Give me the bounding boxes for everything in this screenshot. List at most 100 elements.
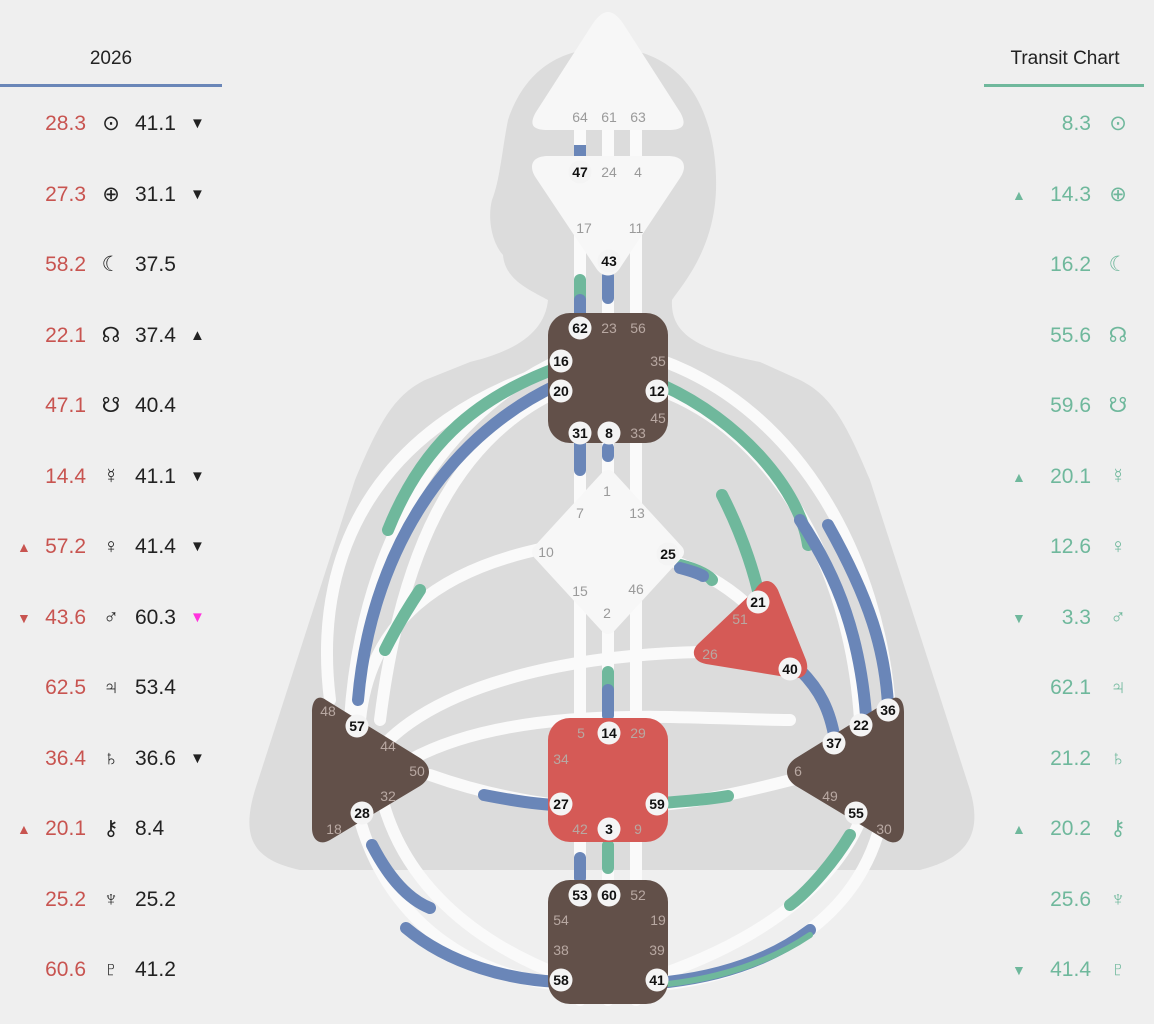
gate-marker [778, 657, 802, 681]
gate-number: 8 [605, 425, 613, 441]
gate-marker [597, 817, 621, 841]
gate-59: 59 [645, 792, 669, 816]
neptune-icon: ♆ [103, 887, 119, 911]
gate-marker [345, 714, 369, 738]
gate-marker [844, 801, 868, 825]
transit-gate-value: 8.3 [1061, 112, 1091, 135]
saturn-icon: ♄ [103, 746, 119, 770]
gate-marker [597, 249, 621, 273]
gate-37: 37 [822, 731, 846, 755]
gate-number: 40 [782, 661, 798, 677]
spleen-center [312, 697, 429, 843]
gate-3: 3 [597, 817, 621, 841]
gate-number: 25 [660, 546, 676, 562]
gate-30: 30 [876, 821, 892, 837]
gate-17: 17 [576, 220, 592, 236]
chiron-icon: ⚷ [1110, 817, 1126, 840]
ajna-center [532, 156, 684, 276]
gate-56: 56 [630, 320, 646, 336]
gate-marker [876, 698, 900, 722]
gate-11: 11 [629, 220, 644, 236]
head-center [532, 12, 684, 130]
gate-number: 61 [601, 109, 617, 125]
gate-2: 2 [603, 605, 611, 621]
design-row: 47.1 ☋ 40.4 [0, 389, 222, 423]
transit-row: ▲ 20.2 ⚷ [984, 812, 1149, 846]
gate-53: 53 [568, 883, 592, 907]
gate-number: 28 [354, 805, 370, 821]
gate-27: 27 [549, 792, 573, 816]
jupiter-icon: ♃ [1110, 676, 1126, 699]
personality-gate-value: 40.4 [135, 394, 176, 417]
design-row: ▲ 20.1 ⚷ 8.4 [0, 812, 222, 846]
gate-marker [645, 968, 669, 992]
pluto-icon: ♇ [1110, 958, 1126, 981]
gate-number: 62 [572, 320, 588, 336]
neptune-icon: ♆ [1110, 887, 1126, 911]
gate-number: 60 [601, 887, 617, 903]
transit-gate-value: 21.2 [1050, 746, 1091, 770]
gate-33: 33 [630, 425, 646, 441]
gate-25: 25 [656, 542, 680, 566]
gate-18: 18 [326, 821, 342, 837]
transit-gate-value: 3.3 [1061, 605, 1091, 629]
gate-34: 34 [553, 751, 569, 767]
gate-number: 24 [601, 164, 617, 180]
design-column-title: 2026 [89, 48, 133, 69]
gate-number: 46 [628, 581, 644, 597]
transit-row: ▼ 41.4 ♇ [984, 953, 1149, 987]
transit-change-marker: ▼ [1012, 962, 1026, 978]
north-node-icon: ☊ [101, 323, 121, 347]
transit-row: 59.6 ☋ [984, 389, 1149, 423]
gate-number: 4 [634, 164, 642, 180]
design-gate-value: 58.2 [45, 253, 86, 276]
personality-arrow-icon: ▼ [190, 538, 205, 555]
transit-row: 62.1 ♃ [984, 671, 1149, 705]
earth-icon: ⊕ [1109, 182, 1127, 206]
gate-35: 35 [650, 353, 666, 369]
gate-number: 32 [380, 788, 396, 804]
gate-number: 47 [572, 164, 588, 180]
gate-marker [350, 801, 374, 825]
design-change-marker: ▲ [17, 821, 31, 837]
gate-marker [568, 160, 592, 184]
personality-gate-value: 37.4 [135, 323, 176, 347]
transit-row: 16.2 ☾ [984, 248, 1149, 282]
gate-number: 55 [848, 805, 864, 821]
transit-gate-value: 16.2 [1050, 253, 1091, 276]
personality-arrow-icon: ▼ [190, 115, 205, 132]
design-row: 27.3 ⊕ 31.1 ▼ [0, 178, 222, 212]
gate-61: 61 [601, 109, 617, 125]
moon-icon: ☾ [101, 253, 121, 276]
gate-39: 39 [649, 942, 665, 958]
gate-22: 22 [849, 713, 873, 737]
personality-gate-value: 37.5 [135, 253, 176, 276]
gate-49: 49 [822, 788, 838, 804]
personality-arrow-icon: ▼ [190, 467, 205, 485]
gate-62: 62 [568, 316, 592, 340]
gate-28: 28 [350, 801, 374, 825]
transit-row: ▼ 3.3 ♂ [984, 601, 1149, 635]
transit-change-marker: ▼ [1012, 609, 1026, 626]
gate-number: 10 [538, 544, 554, 560]
gate-marker [549, 968, 573, 992]
personality-gate-value: 8.4 [135, 817, 165, 840]
gate-number: 34 [553, 751, 569, 767]
gate-36: 36 [876, 698, 900, 722]
gate-13: 13 [629, 505, 645, 521]
design-row: 58.2 ☾ 37.5 [0, 248, 222, 282]
root-center [548, 880, 668, 1004]
gate-38: 38 [553, 942, 569, 958]
design-row: 22.1 ☊ 37.4 ▲ [0, 319, 222, 353]
gate-number: 49 [822, 788, 838, 804]
gate-41: 41 [645, 968, 669, 992]
gate-58: 58 [549, 968, 573, 992]
gate-number: 21 [750, 594, 766, 610]
transit-change-marker: ▲ [1012, 186, 1026, 203]
personality-gate-value: 25.2 [135, 887, 176, 911]
personality-arrow-icon: ▼ [190, 185, 205, 203]
design-change-marker: ▲ [17, 539, 31, 555]
gate-number: 52 [630, 887, 646, 903]
gate-number: 38 [553, 942, 569, 958]
